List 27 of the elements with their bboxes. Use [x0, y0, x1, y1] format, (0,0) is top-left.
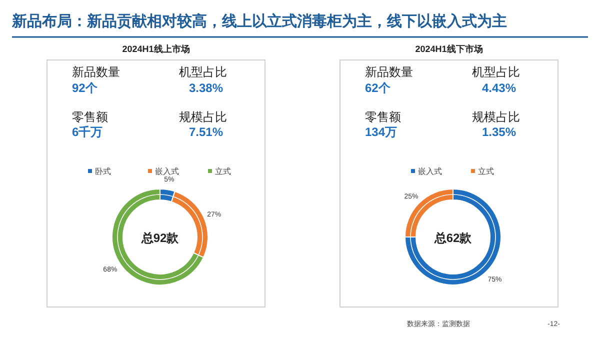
text: 新品数量	[72, 65, 120, 79]
text: 零售额	[72, 110, 108, 124]
text: 新品布局：新品贡献相对较高，线上以立式消毒柜为主，线下以嵌入式为主	[11, 12, 507, 30]
legend-label: 嵌入式	[155, 167, 179, 176]
legend-label: 立式	[215, 167, 231, 176]
text: 4.43%	[482, 81, 516, 95]
legend-label: 立式	[478, 167, 494, 176]
legend-label: 卧式	[95, 167, 111, 176]
text: 新品数量	[365, 65, 413, 79]
text: 1.35%	[482, 125, 516, 139]
text: 3.38%	[189, 81, 224, 95]
donut-slice	[404, 188, 502, 286]
chart-title: 2024H1线下市场	[415, 44, 483, 54]
text: 零售额	[365, 110, 401, 124]
text: 规模占比	[472, 110, 520, 124]
chart-title: 2024H1线上市场	[122, 44, 190, 54]
text: 机型占比	[179, 65, 227, 79]
legend-label: 嵌入式	[418, 167, 442, 176]
text: 机型占比	[472, 65, 520, 79]
text: 134万	[365, 125, 398, 139]
text: 7.51%	[189, 125, 224, 139]
text: 62个	[365, 81, 392, 95]
text: 92个	[72, 81, 98, 95]
text: 总92款	[140, 231, 180, 245]
text: 规模占比	[179, 110, 227, 124]
text: 6千万	[72, 125, 103, 139]
text: 总62款	[433, 231, 473, 245]
